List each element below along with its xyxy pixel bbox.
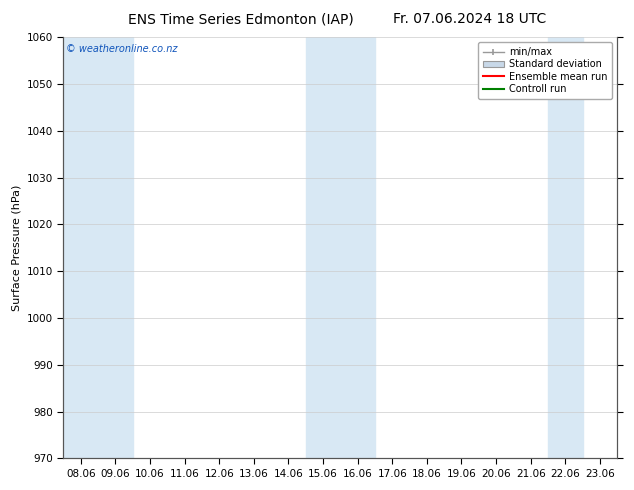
Bar [98,37,133,458]
Text: © weatheronline.co.nz: © weatheronline.co.nz [66,44,178,53]
Bar [340,37,375,458]
Bar [548,37,583,458]
Legend: min/max, Standard deviation, Ensemble mean run, Controll run: min/max, Standard deviation, Ensemble me… [478,42,612,99]
Bar [306,37,340,458]
Text: ENS Time Series Edmonton (IAP): ENS Time Series Edmonton (IAP) [128,12,354,26]
Text: Fr. 07.06.2024 18 UTC: Fr. 07.06.2024 18 UTC [392,12,546,26]
Y-axis label: Surface Pressure (hPa): Surface Pressure (hPa) [11,185,22,311]
Bar [63,37,98,458]
